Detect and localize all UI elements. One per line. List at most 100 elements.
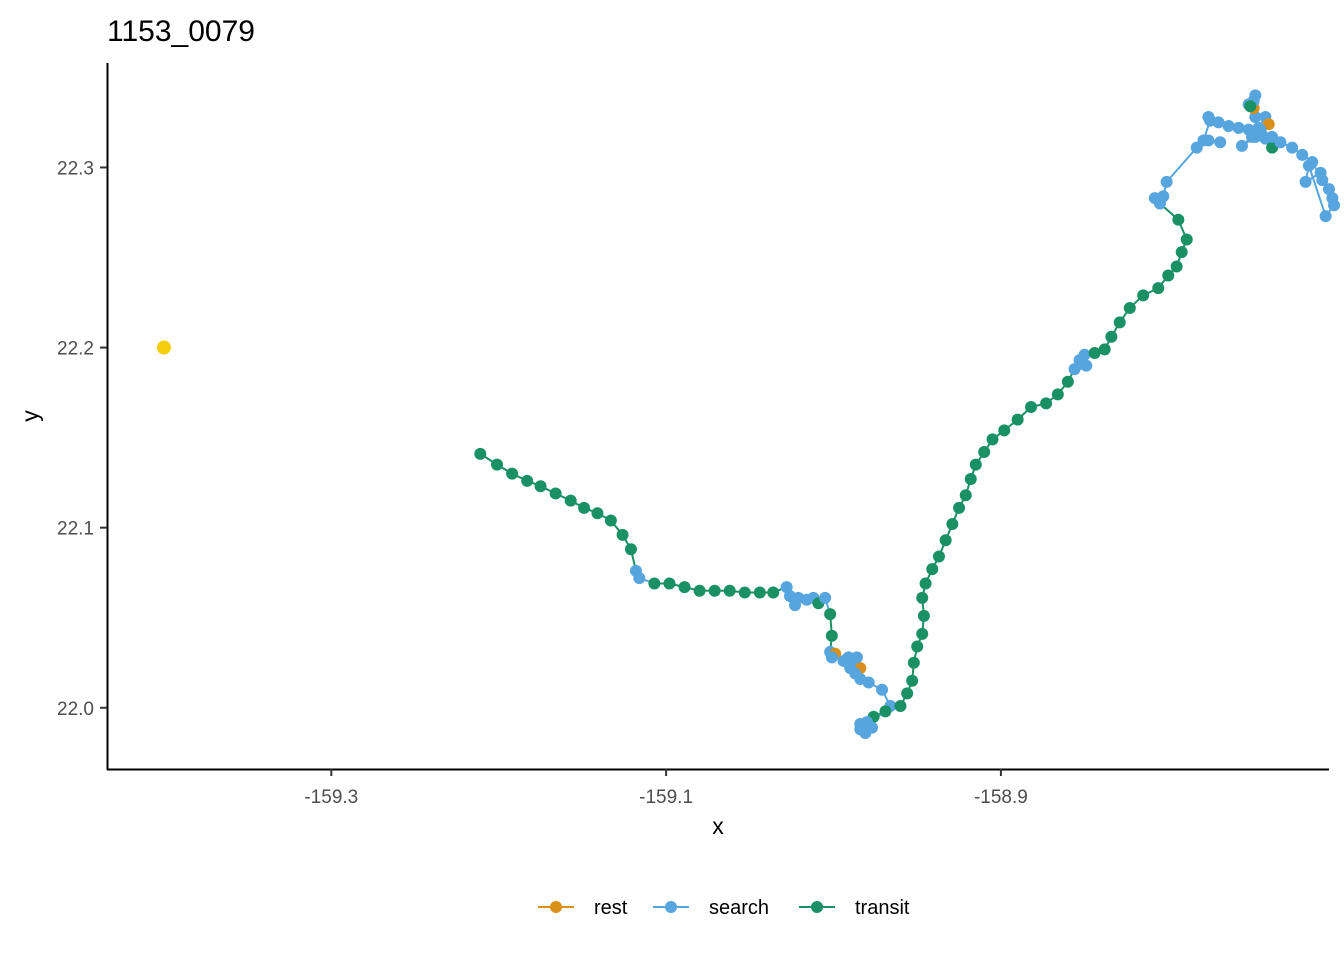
track-segment [1307, 165, 1327, 217]
track-point-search [862, 676, 875, 689]
track-point-search [1323, 183, 1335, 196]
legend: rest search transit [538, 897, 910, 919]
legend-label-search: search [709, 897, 769, 919]
track-point-transit [1098, 343, 1111, 356]
legend-key-point-rest [550, 901, 562, 913]
track-segment [1165, 146, 1198, 183]
track-point-search [1073, 354, 1086, 367]
legend-key-point-search [665, 901, 677, 913]
legend-key-point-transit [811, 901, 823, 913]
track-point-transit [1061, 375, 1074, 388]
track-point-transit [1152, 282, 1165, 295]
track-point-transit [969, 458, 982, 471]
track-point-transit [648, 577, 661, 590]
track-point-transit [879, 705, 892, 718]
track-point-search [1235, 139, 1248, 152]
reference-point [156, 340, 171, 355]
track-point-transit [906, 674, 919, 687]
track-point-transit [932, 550, 945, 563]
track-point-search [1222, 120, 1235, 133]
track-point-transit [917, 609, 930, 622]
track-point-transit [549, 487, 562, 500]
track-point-transit [663, 577, 676, 590]
track-point-transit [678, 581, 691, 594]
track-point-transit [946, 518, 959, 531]
track-point-transit [1123, 301, 1136, 314]
y-tick-label: 22.0 [57, 699, 94, 720]
track-point-transit [1180, 233, 1193, 246]
track-point-search [633, 572, 646, 585]
track-point-transit [604, 514, 617, 527]
track-point-search [1212, 116, 1225, 129]
track-point-transit [723, 584, 736, 597]
track-point-transit [578, 501, 591, 514]
track-point-transit [1011, 413, 1024, 426]
track-point-search [1286, 141, 1299, 154]
track-point-transit [624, 543, 637, 556]
track-point-search [825, 651, 838, 664]
track-point-transit [1170, 260, 1183, 273]
track-point-transit [1244, 100, 1257, 113]
x-tick-label: -158.9 [974, 787, 1028, 808]
track-point-transit [959, 489, 972, 502]
track-point-transit [753, 586, 766, 599]
track-point-search [819, 591, 832, 604]
track-point-search [1328, 199, 1341, 212]
y-tick-label: 22.1 [57, 519, 94, 540]
track-point-transit [916, 627, 929, 640]
track-points [474, 89, 1341, 739]
track-point-transit [916, 591, 929, 604]
track-point-transit [824, 608, 837, 621]
track-point-search [1160, 175, 1173, 188]
chart-title: 1153_0079 [107, 15, 255, 48]
track-point-transit [998, 424, 1011, 437]
legend-label-transit: transit [855, 897, 910, 919]
track-point-search [1157, 190, 1170, 203]
track-point-search [876, 683, 889, 696]
track-point-transit [521, 474, 534, 487]
x-axis-title: x [712, 813, 724, 839]
track-point-transit [901, 687, 914, 700]
track-point-search [1197, 134, 1210, 147]
x-tick-label: -159.3 [304, 787, 358, 808]
track-point-transit [1113, 316, 1126, 329]
track-point-search [850, 651, 863, 664]
track-point-transit [491, 458, 504, 471]
track-point-transit [1025, 400, 1038, 413]
track-point-transit [926, 563, 939, 576]
x-axis-ticks: -159.3 -159.1 -158.9 [304, 769, 1028, 808]
track-point-search [1314, 166, 1327, 179]
track-point-transit [767, 586, 780, 599]
track-point-transit [894, 699, 907, 712]
track-point-search [1274, 136, 1287, 149]
track-point-transit [825, 629, 838, 642]
track-point-transit [964, 473, 977, 486]
track-point-transit [1051, 388, 1064, 401]
y-tick-label: 22.3 [57, 158, 94, 179]
track-point-transit [986, 433, 999, 446]
track-point-search [1319, 210, 1332, 223]
y-axis-ticks: 22.0 22.1 22.2 22.3 [57, 158, 107, 720]
track-point-transit [1088, 346, 1101, 359]
x-tick-label: -159.1 [639, 787, 693, 808]
track-point-search [1299, 175, 1312, 188]
reference-layer [156, 340, 171, 355]
track-point-search [1254, 125, 1267, 138]
track-point-transit [506, 467, 519, 480]
track-point-transit [911, 640, 924, 653]
legend-label-rest: rest [594, 897, 628, 919]
track-point-transit [907, 656, 920, 669]
track-point-transit [616, 528, 629, 541]
track-point-search [1202, 111, 1215, 124]
track-point-transit [978, 446, 991, 459]
track-point-transit [1172, 213, 1185, 226]
track-point-transit [693, 584, 706, 597]
track-point-transit [953, 501, 966, 514]
track-point-transit [1162, 269, 1175, 282]
y-axis-title: y [17, 410, 43, 422]
track-point-transit [708, 584, 721, 597]
track-point-search [1296, 148, 1309, 161]
track-point-transit [474, 447, 487, 460]
track-point-transit [1105, 330, 1118, 343]
